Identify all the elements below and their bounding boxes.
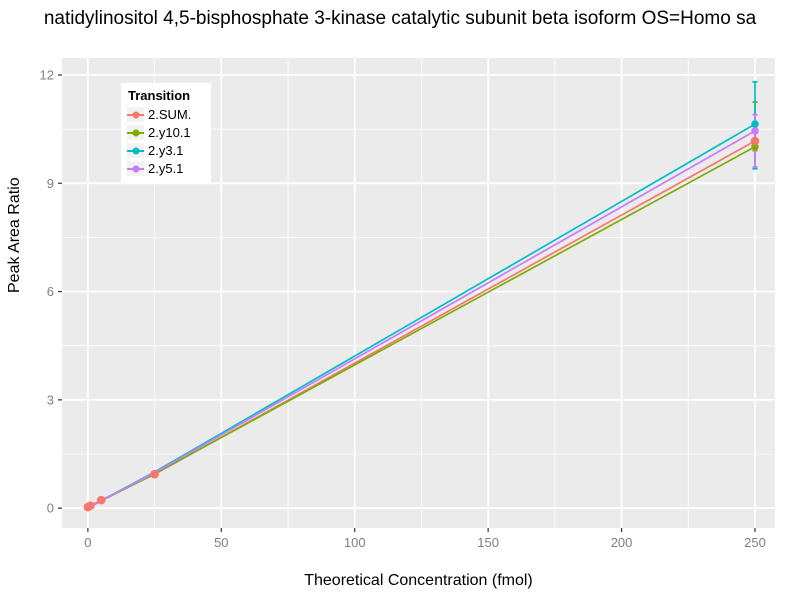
legend-key-dot [132, 129, 139, 136]
data-point-2.SUM. [750, 136, 760, 146]
legend-key-dot [132, 165, 139, 172]
legend-title: Transition [128, 88, 191, 103]
x-tick-label: 150 [477, 535, 499, 550]
x-axis-title: Theoretical Concentration (fmol) [304, 572, 533, 589]
y-tick-label: 3 [47, 392, 54, 407]
legend-key-icon [127, 107, 144, 122]
data-point-2.SUM. [86, 501, 95, 510]
y-tick-label: 12 [40, 67, 54, 82]
legend-entries: 2.SUM. 2.y10.1 2.y3.1 2.y5.1 [127, 106, 205, 177]
legend-key-icon [127, 161, 144, 176]
x-tick-label: 0 [84, 535, 91, 550]
legend-entry-2.y10.1: 2.y10.1 [127, 124, 205, 141]
legend-box: Transition 2.SUM. 2.y10.1 2.y3.1 2.y5.1 [121, 83, 211, 184]
legend-entry-2.y3.1: 2.y3.1 [127, 142, 205, 159]
x-tick-label: 100 [344, 535, 366, 550]
legend-key-icon [127, 125, 144, 140]
legend-key-dot [132, 147, 139, 154]
legend-key-icon [127, 143, 144, 158]
y-tick-label: 9 [47, 176, 54, 191]
legend-entry-2.y5.1: 2.y5.1 [127, 160, 205, 177]
data-point-2.SUM. [96, 495, 106, 505]
legend-label: 2.y3.1 [148, 143, 184, 158]
y-tick-label: 6 [47, 284, 54, 299]
data-point-2.y5.1 [751, 127, 759, 135]
chart-title: natidylinositol 4,5-bisphosphate 3-kinas… [43, 8, 757, 29]
data-point-2.SUM. [150, 469, 159, 479]
legend-entry-2.SUM.: 2.SUM. [127, 106, 205, 123]
data-point-2.y3.1 [751, 120, 759, 128]
x-tick-label: 50 [214, 535, 228, 550]
legend-label: 2.SUM. [148, 107, 192, 122]
x-tick-label: 200 [611, 535, 633, 550]
data-point-2.y10.1 [751, 143, 759, 151]
x-tick-label: 250 [744, 535, 766, 550]
legend-label: 2.y5.1 [148, 161, 184, 176]
legend-key-dot [132, 111, 139, 118]
legend-label: 2.y10.1 [148, 125, 191, 140]
y-tick-label: 0 [47, 501, 54, 516]
